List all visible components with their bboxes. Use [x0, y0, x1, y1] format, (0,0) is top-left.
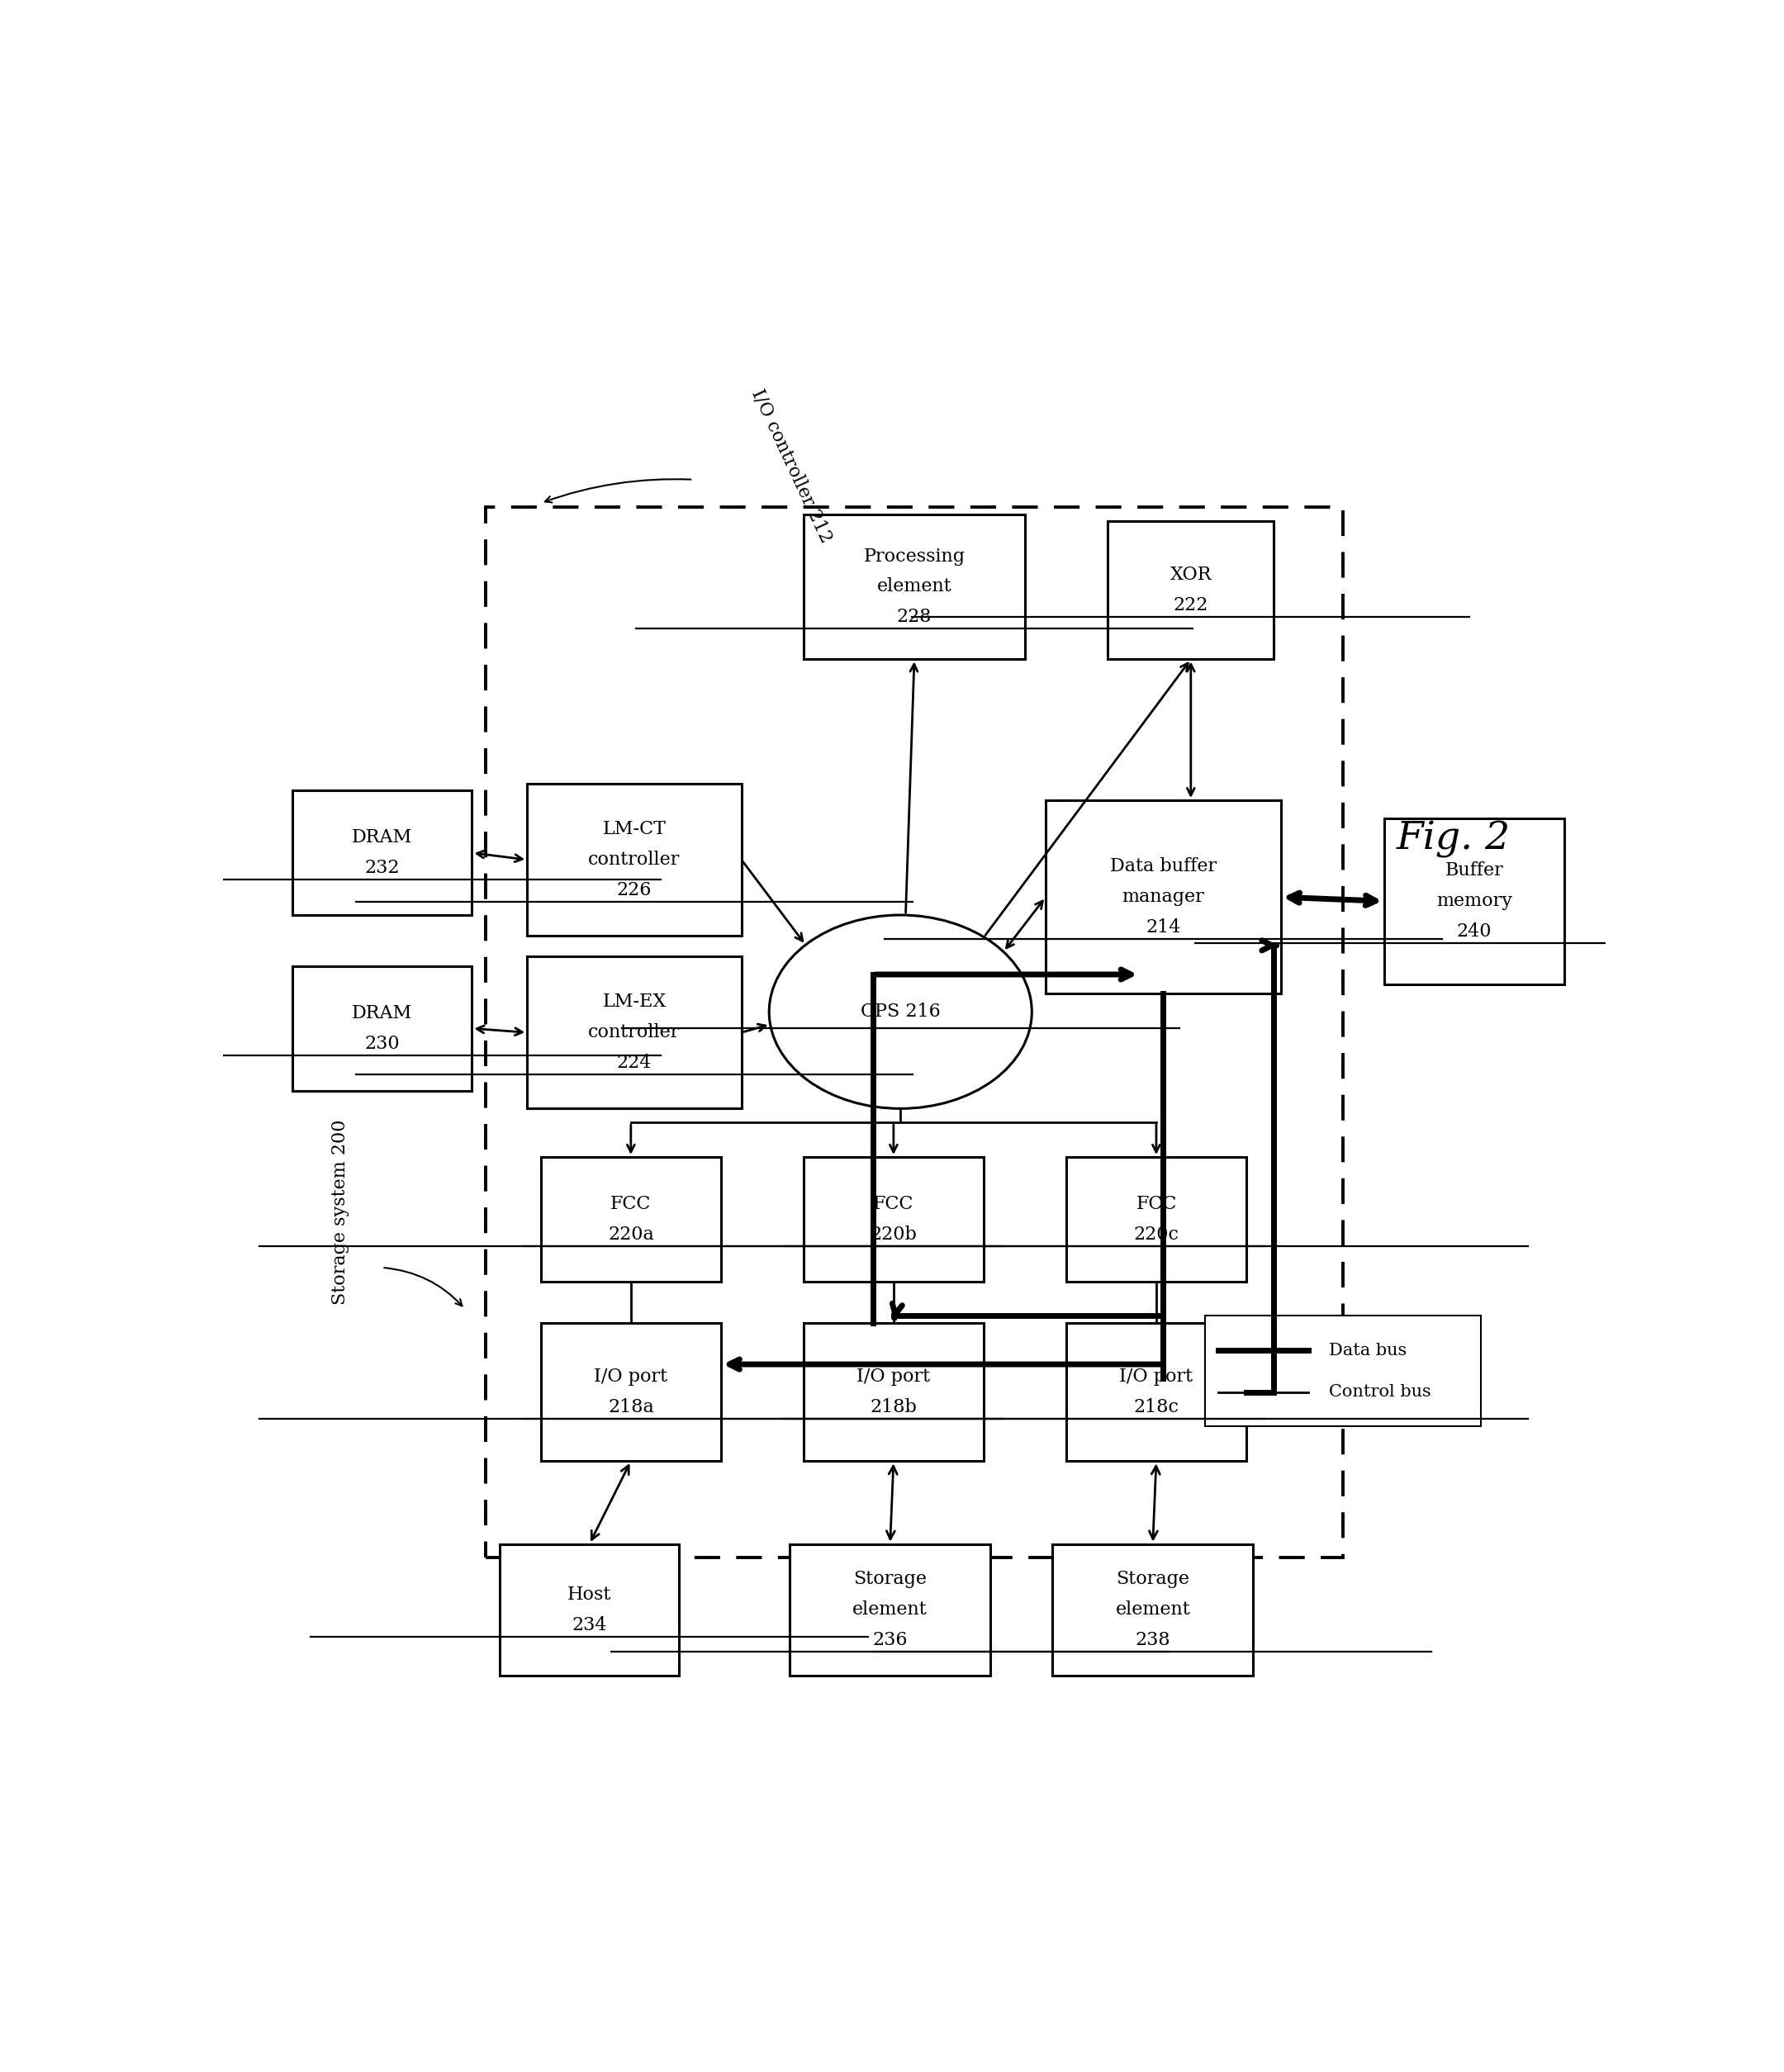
Ellipse shape: [769, 916, 1031, 1109]
Text: element: element: [853, 1600, 928, 1618]
Bar: [1384, 818, 1565, 984]
Bar: [1053, 1544, 1252, 1676]
Bar: [1204, 1316, 1481, 1426]
Text: 224: 224: [617, 1055, 651, 1071]
Text: Storage: Storage: [1117, 1571, 1190, 1589]
Text: 238: 238: [1135, 1631, 1170, 1649]
Text: DRAM: DRAM: [351, 1005, 412, 1021]
Text: 218a: 218a: [608, 1399, 655, 1417]
Bar: [1108, 520, 1274, 659]
Text: 220a: 220a: [608, 1225, 655, 1243]
Text: Processing: Processing: [863, 547, 965, 566]
Bar: [541, 1322, 721, 1461]
Bar: [1067, 1156, 1245, 1280]
Text: 220b: 220b: [871, 1225, 917, 1243]
Text: controller: controller: [589, 1024, 680, 1042]
Bar: [803, 514, 1024, 659]
Bar: [541, 1156, 721, 1280]
Text: 234: 234: [573, 1616, 607, 1635]
Text: 226: 226: [617, 881, 651, 899]
Text: LM-EX: LM-EX: [603, 992, 665, 1011]
Text: Data bus: Data bus: [1329, 1343, 1408, 1359]
Bar: [1067, 1322, 1245, 1461]
Text: I/O port: I/O port: [856, 1368, 931, 1386]
Text: Storage system 200: Storage system 200: [332, 1119, 350, 1305]
Text: Control bus: Control bus: [1329, 1384, 1431, 1401]
Bar: [500, 1544, 680, 1676]
Bar: [485, 508, 1343, 1558]
Bar: [803, 1322, 983, 1461]
Text: 218c: 218c: [1133, 1399, 1179, 1417]
Text: I/O port: I/O port: [594, 1368, 667, 1386]
Text: controller: controller: [589, 852, 680, 868]
Bar: [528, 783, 742, 937]
Text: Fig. 2: Fig. 2: [1397, 821, 1511, 858]
Text: FCC: FCC: [872, 1196, 913, 1212]
Text: 230: 230: [364, 1034, 400, 1053]
Text: Host: Host: [567, 1585, 612, 1604]
Text: XOR: XOR: [1170, 566, 1211, 584]
Text: FCC: FCC: [610, 1196, 651, 1212]
Text: manager: manager: [1122, 889, 1204, 905]
Text: I/O port: I/O port: [1119, 1368, 1193, 1386]
Text: element: element: [1115, 1600, 1190, 1618]
Text: LM-CT: LM-CT: [603, 821, 665, 839]
Text: 222: 222: [1174, 597, 1208, 615]
Text: memory: memory: [1436, 893, 1513, 910]
Text: DRAM: DRAM: [351, 829, 412, 847]
Text: I/O controller 212: I/O controller 212: [749, 385, 835, 545]
Bar: [528, 957, 742, 1109]
Text: element: element: [876, 578, 953, 597]
Bar: [1045, 800, 1281, 995]
Text: 240: 240: [1458, 922, 1491, 941]
Text: 236: 236: [872, 1631, 908, 1649]
Text: FCC: FCC: [1136, 1196, 1177, 1212]
Text: 228: 228: [897, 607, 931, 626]
Bar: [293, 966, 471, 1090]
Text: 232: 232: [364, 860, 400, 876]
Text: 214: 214: [1145, 918, 1181, 937]
Text: CPS 216: CPS 216: [860, 1003, 940, 1021]
Text: Storage: Storage: [853, 1571, 928, 1589]
Text: 220c: 220c: [1133, 1225, 1179, 1243]
Text: Buffer: Buffer: [1445, 862, 1504, 881]
Text: 218b: 218b: [871, 1399, 917, 1417]
Bar: [293, 792, 471, 916]
Bar: [803, 1156, 983, 1280]
Bar: [790, 1544, 990, 1676]
Text: Data buffer: Data buffer: [1110, 858, 1217, 876]
